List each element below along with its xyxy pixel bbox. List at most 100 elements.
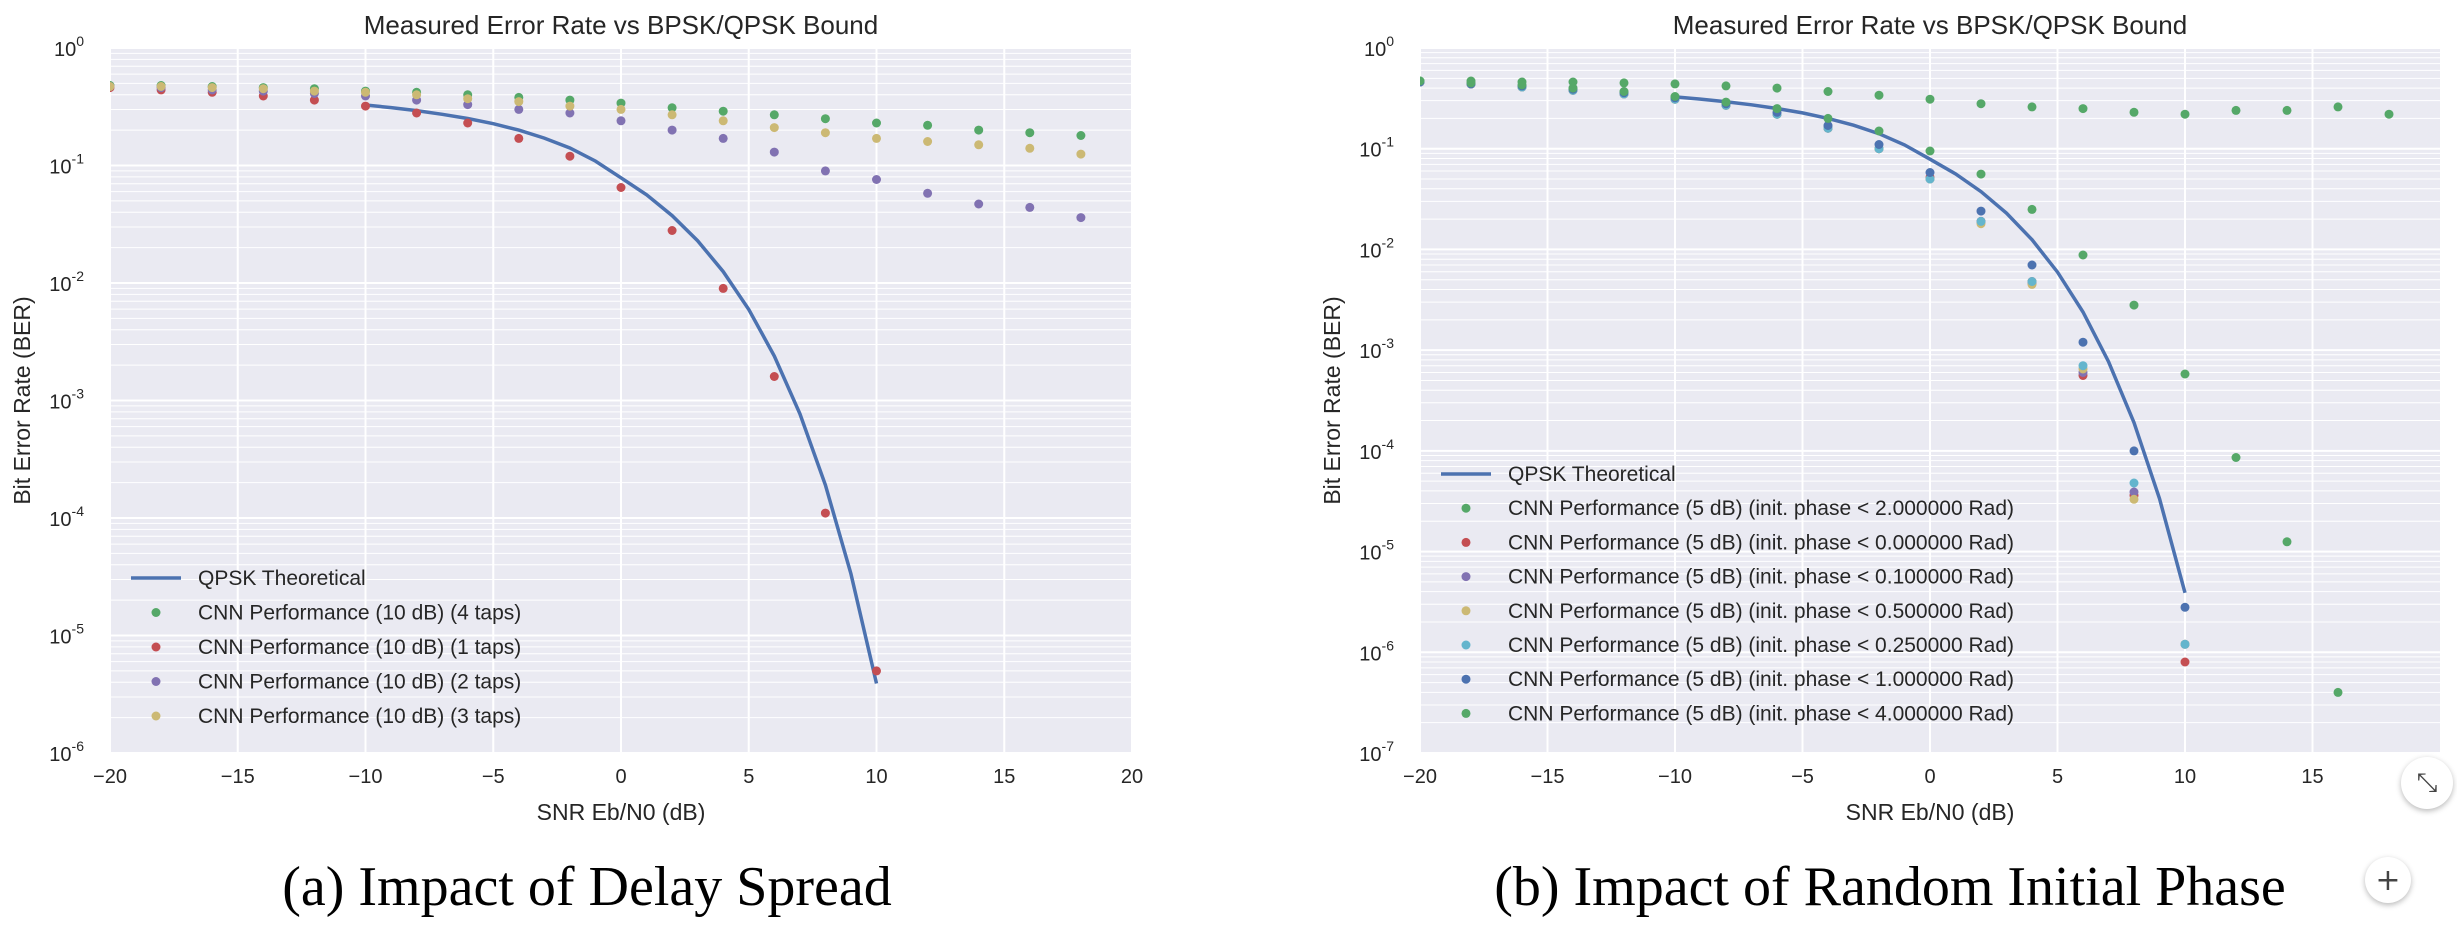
collapse-button[interactable]: ⤡ bbox=[2401, 757, 2453, 809]
y-tick-label: 10-2 bbox=[49, 268, 84, 296]
data-point bbox=[1823, 87, 1833, 96]
legend-label: CNN Performance (10 dB) (1 taps) bbox=[198, 636, 521, 659]
data-point bbox=[1670, 79, 1680, 89]
data-point bbox=[309, 86, 319, 96]
collapse-icon: ⤡ bbox=[2416, 767, 2438, 798]
data-point bbox=[565, 101, 575, 111]
data-point bbox=[463, 94, 473, 104]
caption-a: (a) Impact of Delay Spread bbox=[282, 856, 892, 918]
data-point bbox=[769, 123, 779, 133]
data-point bbox=[718, 283, 728, 293]
y-tick-label: 10-3 bbox=[49, 386, 84, 414]
data-point bbox=[1925, 146, 1935, 156]
chart-title: Measured Error Rate vs BPSK/QPSK Bound bbox=[364, 10, 878, 40]
x-tick-label: −20 bbox=[93, 766, 127, 788]
data-point bbox=[974, 140, 984, 150]
data-point bbox=[1823, 121, 1833, 130]
data-point bbox=[1025, 202, 1035, 212]
data-point bbox=[361, 101, 370, 111]
data-point bbox=[2129, 494, 2139, 504]
data-point bbox=[2180, 369, 2190, 379]
y-tick-label: 10-1 bbox=[49, 151, 84, 179]
data-point bbox=[2231, 453, 2241, 462]
data-point bbox=[2129, 487, 2139, 497]
x-axis-label: SNR Eb/N0 (dB) bbox=[537, 799, 706, 825]
x-tick-label: 15 bbox=[993, 766, 1015, 788]
x-tick-label: 0 bbox=[1924, 766, 1935, 788]
data-point bbox=[1976, 216, 1986, 226]
x-tick-label: −10 bbox=[1658, 766, 1692, 788]
data-point bbox=[156, 82, 166, 91]
data-point bbox=[1076, 213, 1086, 223]
y-tick-label: 10-7 bbox=[1359, 738, 1394, 766]
data-point bbox=[616, 183, 626, 192]
add-button[interactable]: + bbox=[2365, 857, 2411, 903]
data-point bbox=[2129, 478, 2139, 488]
data-point bbox=[1420, 76, 1425, 86]
legend-label: CNN Performance (10 dB) (4 taps) bbox=[198, 602, 521, 625]
data-point bbox=[1925, 174, 1935, 184]
caption-b: (b) Impact of Random Initial Phase bbox=[1494, 856, 2286, 918]
plot-content bbox=[110, 81, 1086, 684]
data-point bbox=[667, 103, 677, 113]
legend-label: CNN Performance (5 dB) (init. phase < 0.… bbox=[1508, 531, 2014, 554]
y-tick-label: 10-1 bbox=[1359, 134, 1394, 162]
x-tick-label: 5 bbox=[743, 766, 754, 788]
y-tick-label: 10-5 bbox=[49, 621, 84, 649]
data-point bbox=[923, 137, 933, 146]
data-point bbox=[2282, 537, 2292, 547]
data-point bbox=[872, 133, 881, 143]
x-tick-label: 10 bbox=[2174, 766, 2196, 788]
data-point bbox=[667, 125, 677, 135]
y-tick-label: 100 bbox=[1364, 33, 1394, 61]
legend-label: CNN Performance (5 dB) (init. phase < 1.… bbox=[1508, 668, 2014, 691]
data-point bbox=[2129, 107, 2139, 117]
data-point bbox=[1925, 168, 1935, 177]
data-point bbox=[616, 104, 626, 114]
y-axis-label: Bit Error Rate (BER) bbox=[1319, 296, 1345, 504]
x-tick-label: 5 bbox=[2052, 766, 2063, 788]
legend-marker bbox=[1461, 606, 1471, 616]
data-point bbox=[309, 95, 319, 105]
data-point bbox=[1025, 128, 1035, 138]
data-point bbox=[1874, 126, 1884, 136]
data-point bbox=[1076, 131, 1086, 140]
data-point bbox=[1976, 169, 1986, 179]
data-point bbox=[565, 151, 575, 161]
x-tick-label: 0 bbox=[615, 766, 626, 788]
data-point bbox=[2078, 337, 2088, 347]
data-point bbox=[718, 106, 728, 116]
data-point bbox=[1517, 80, 1527, 90]
data-point bbox=[1976, 206, 1986, 216]
legend-marker bbox=[1461, 674, 1471, 684]
data-point bbox=[2180, 602, 2190, 612]
x-tick-label: −20 bbox=[1403, 766, 1437, 788]
data-point bbox=[2078, 104, 2088, 114]
data-point bbox=[718, 133, 728, 143]
data-point bbox=[1823, 113, 1833, 123]
x-tick-label: −5 bbox=[482, 766, 505, 788]
x-tick-label: −5 bbox=[1791, 766, 1814, 788]
data-point bbox=[2027, 204, 2037, 214]
legend-marker bbox=[1461, 640, 1471, 650]
y-axis-label: Bit Error Rate (BER) bbox=[9, 296, 35, 504]
legend-label: CNN Performance (10 dB) (2 taps) bbox=[198, 671, 521, 694]
x-tick-label: 10 bbox=[865, 766, 887, 788]
data-point bbox=[718, 116, 728, 126]
legend-marker bbox=[1461, 503, 1471, 513]
chart-a: Measured Error Rate vs BPSK/QPSK Bound −2… bbox=[9, 10, 1143, 825]
data-point bbox=[820, 508, 830, 518]
data-point bbox=[667, 226, 677, 235]
data-point bbox=[2384, 109, 2394, 119]
data-point bbox=[2129, 446, 2139, 456]
data-point bbox=[820, 114, 830, 124]
data-point bbox=[2180, 109, 2190, 119]
y-tick-label: 10-2 bbox=[1359, 234, 1394, 262]
data-point bbox=[514, 97, 524, 107]
legend-marker bbox=[1461, 708, 1471, 718]
data-point bbox=[1925, 94, 1935, 104]
data-point bbox=[1721, 81, 1731, 91]
y-tick-label: 10-3 bbox=[1359, 335, 1394, 363]
data-point bbox=[2180, 639, 2190, 649]
data-point bbox=[1874, 140, 1884, 149]
